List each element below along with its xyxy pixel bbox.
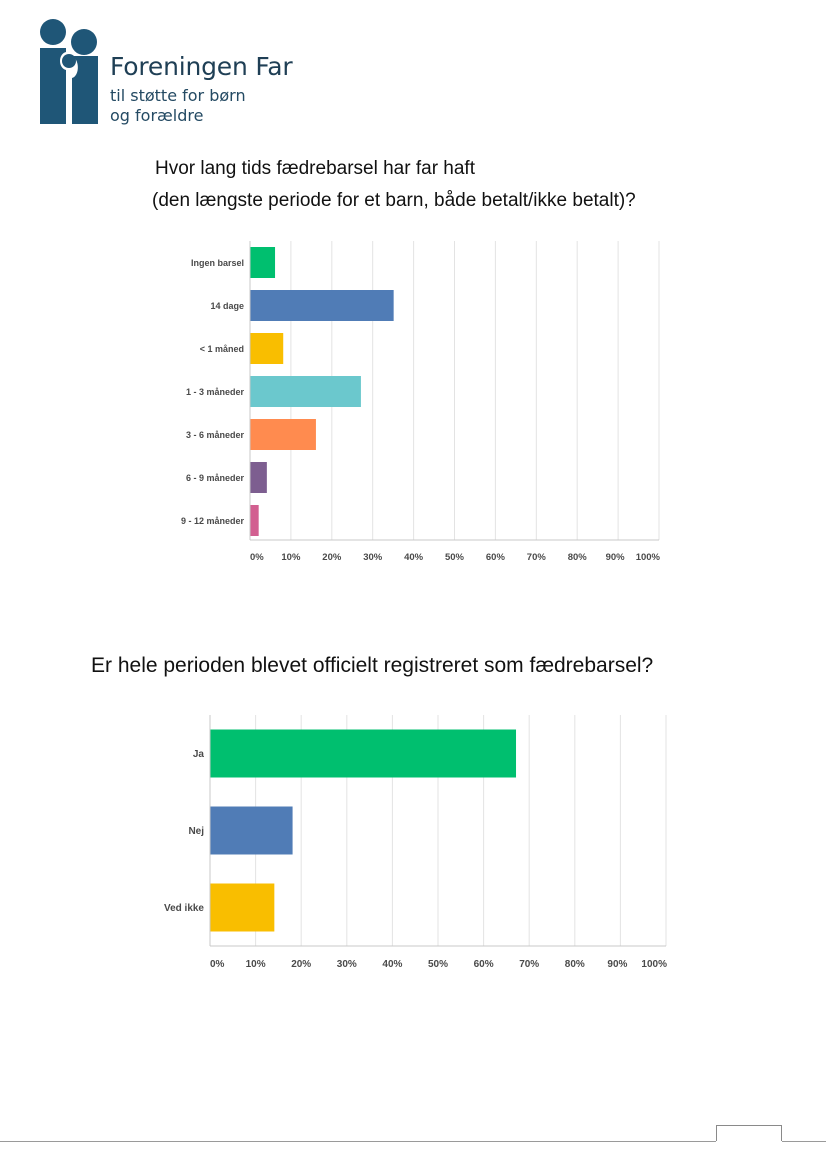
chart2-tick-label: 20% <box>291 959 311 970</box>
chart2-tick-label: 60% <box>474 959 494 970</box>
footer-rule <box>0 1141 716 1142</box>
chart1-bar <box>250 505 259 536</box>
chart1-category-label: 6 - 9 måneder <box>186 473 245 483</box>
chart2-tick-label: 100% <box>641 959 667 970</box>
chart2-tick-label: 0% <box>210 959 225 970</box>
chart2-tick-label: 30% <box>337 959 357 970</box>
chart1-tick-label: 20% <box>322 552 342 563</box>
chart1-tick-label: 60% <box>486 552 506 563</box>
org-tagline-2: og forældre <box>110 106 204 125</box>
chart1-category-label: 14 dage <box>210 301 244 311</box>
chart1-title-line2: (den længste periode for et barn, både b… <box>152 190 636 211</box>
chart1-tick-label: 50% <box>445 552 465 563</box>
chart1-tick-label: 10% <box>281 552 301 563</box>
chart2-tick-label: 50% <box>428 959 448 970</box>
chart1-bar <box>250 419 316 450</box>
chart2-category-label: Ja <box>193 749 205 760</box>
chart2-bar <box>210 729 517 778</box>
chart1-category-label: 1 - 3 måneder <box>186 387 245 397</box>
chart1-bar <box>250 462 267 493</box>
chart1-category-label: < 1 måned <box>200 344 244 354</box>
footer-rule-right <box>782 1141 826 1142</box>
org-tagline-1: til støtte for børn <box>110 86 246 105</box>
page-number-box <box>716 1125 782 1141</box>
chart2-bar <box>210 883 275 932</box>
chart2-tick-label: 80% <box>565 959 585 970</box>
logo <box>36 18 336 130</box>
org-name: Foreningen Far <box>110 52 293 81</box>
chart1-bar <box>250 290 394 321</box>
chart1-tick-label: 0% <box>250 552 264 563</box>
chart2-tick-label: 70% <box>519 959 539 970</box>
chart1-tick-label: 30% <box>363 552 383 563</box>
chart2-tick-label: 90% <box>607 959 627 970</box>
chart2-category-label: Ved ikke <box>164 903 204 914</box>
chart1-category-label: 9 - 12 måneder <box>181 516 245 526</box>
chart1-tick-label: 100% <box>636 552 661 563</box>
logo-figures-icon <box>40 19 98 124</box>
chart2-bar <box>210 806 293 855</box>
chart1-bar <box>250 247 276 278</box>
chart1-tick-label: 80% <box>568 552 588 563</box>
chart1-title-line1: Hvor lang tids fædrebarsel har far haft <box>155 158 475 179</box>
chart1-tick-label: 70% <box>527 552 547 563</box>
chart1-bar <box>250 376 361 407</box>
chart2-category-label: Nej <box>188 826 204 837</box>
chart1-tick-label: 40% <box>404 552 424 563</box>
chart2-tick-label: 10% <box>246 959 266 970</box>
chart1-tick-label: 90% <box>606 552 626 563</box>
chart2-title: Er hele perioden blevet officielt regist… <box>91 654 654 677</box>
chart2-tick-label: 40% <box>382 959 402 970</box>
chart1-bar <box>250 333 284 364</box>
chart1-category-label: Ingen barsel <box>191 258 244 268</box>
chart1-category-label: 3 - 6 måneder <box>186 430 245 440</box>
